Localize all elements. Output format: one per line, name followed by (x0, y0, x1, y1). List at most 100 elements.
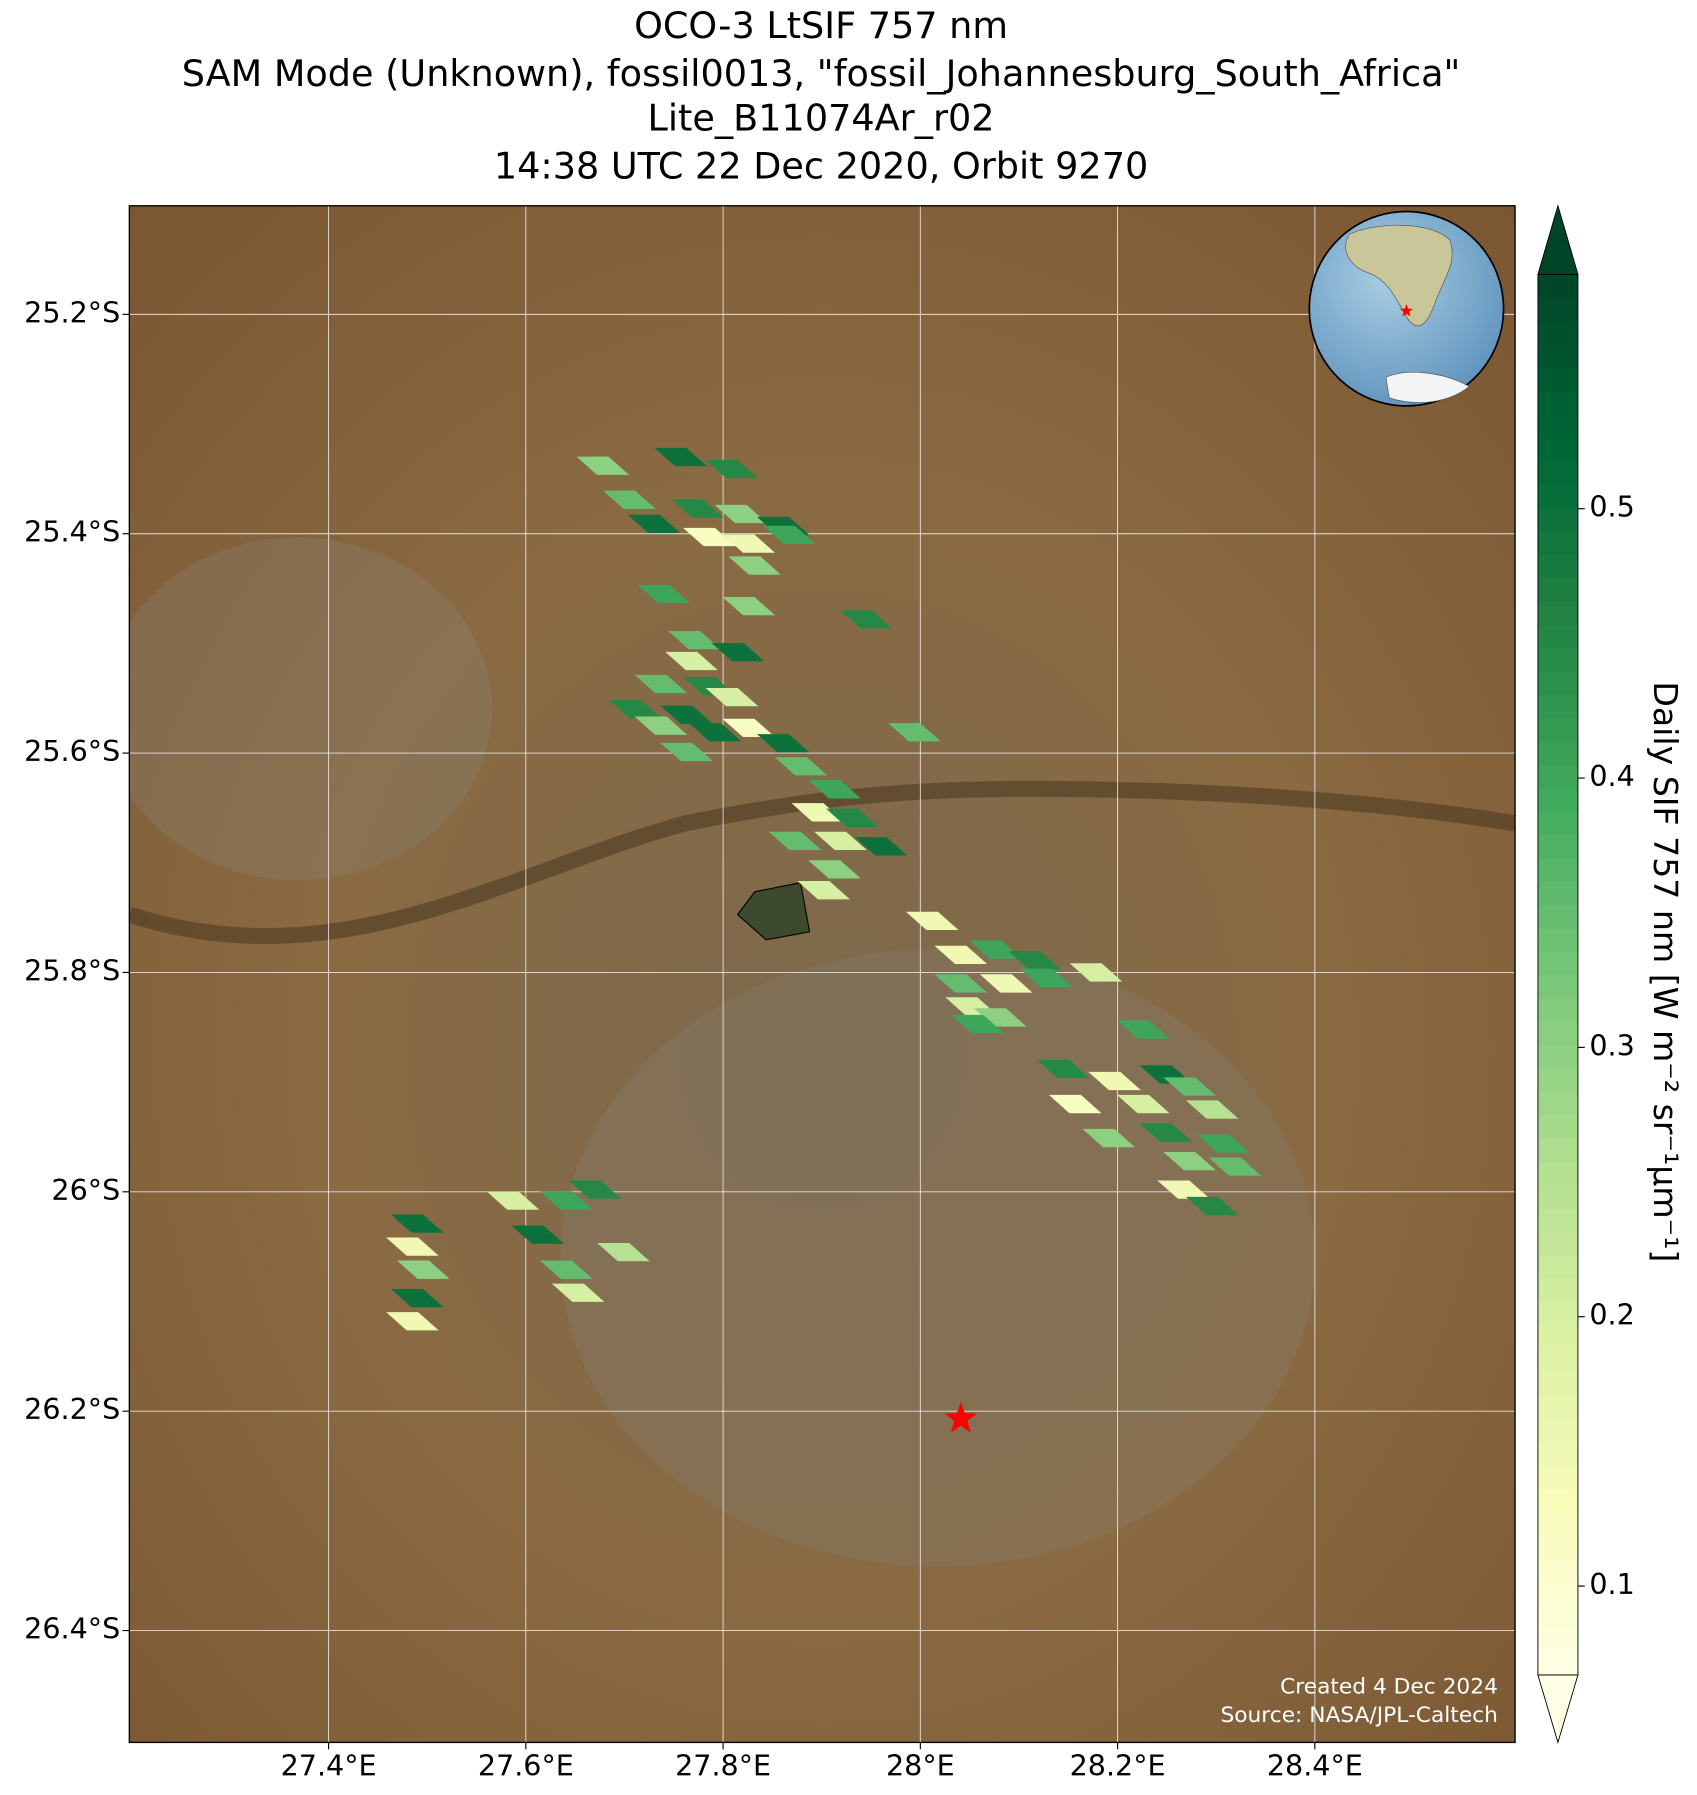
colorbar-segment (1537, 1300, 1578, 1326)
colorbar-segment (1537, 1394, 1578, 1419)
colorbar-segment (1537, 623, 1578, 649)
sif-footprint (1037, 1059, 1090, 1079)
colorbar-segment (1537, 670, 1578, 696)
sif-footprint (722, 718, 776, 738)
colorbar-segment (1537, 1581, 1578, 1606)
colorbar-extend-max (1537, 204, 1579, 275)
colorbar-segment (1537, 1277, 1578, 1303)
colorbar-segment (1537, 927, 1578, 952)
sif-footprint (603, 490, 656, 509)
sif-footprint (814, 831, 867, 850)
sif-footprint (660, 705, 713, 724)
colorbar-segment (1537, 1114, 1578, 1139)
colorbar-segment (1537, 950, 1578, 976)
sif-footprint (568, 1180, 622, 1199)
sif-footprint (1185, 1100, 1239, 1119)
colorbar-segment (1537, 1370, 1578, 1396)
colorbar-segment (1537, 1254, 1578, 1279)
sif-footprint (391, 1289, 444, 1308)
sif-footprint (668, 630, 721, 650)
sif-footprint (768, 831, 822, 850)
sif-footprint (934, 974, 988, 993)
sif-footprint (396, 1260, 450, 1279)
colorbar-segment (1537, 997, 1578, 1022)
colorbar-segment (1537, 1347, 1578, 1373)
sif-footprint (979, 974, 1033, 993)
sif-footprint (905, 911, 959, 931)
x-tick-label: 27.4°E (281, 1749, 377, 1783)
x-tick-label: 27.8°E (675, 1749, 771, 1783)
sif-footprint (808, 780, 861, 799)
sif-footprint (968, 940, 1022, 959)
colorbar-segment (1537, 413, 1578, 439)
sif-footprint (839, 610, 893, 629)
y-tick-label: 25.6°S (24, 734, 120, 768)
colorbar-segment (1537, 1324, 1578, 1349)
sif-footprint (1139, 1123, 1193, 1142)
sif-footprint (791, 803, 845, 822)
grid (129, 205, 1516, 1743)
colorbar-segment (1537, 647, 1578, 672)
sif-footprint (627, 514, 681, 534)
title-line: OCO-3 LtSIF 757 nm (634, 4, 1008, 47)
sif-footprint (1116, 1020, 1170, 1039)
sif-footprint (934, 945, 988, 965)
sif-footprint (714, 504, 768, 524)
colorbar-tick-label: 0.2 (1589, 1298, 1634, 1332)
land (1345, 224, 1453, 327)
sif-footprint (973, 1008, 1027, 1027)
sif-footprint (665, 651, 718, 671)
sif-footprint (1048, 1094, 1102, 1114)
sif-footprint (386, 1312, 439, 1331)
sif-footprint (808, 860, 861, 879)
sif-footprint (888, 723, 941, 742)
colorbar-frame (1537, 273, 1579, 1676)
colorbar-label: Daily SIF 757 nm [W m⁻² sr⁻¹µm⁻¹] (1646, 681, 1685, 1262)
colorbar-segment (1537, 1464, 1578, 1489)
sif-footprint (711, 643, 765, 662)
y-tick-label: 25.2°S (24, 295, 120, 329)
globe-site-marker (1399, 304, 1413, 317)
colorbar-segment (1537, 1627, 1578, 1653)
colorbar-segment (1537, 1184, 1578, 1209)
colorbar-extend-min (1537, 1674, 1579, 1745)
y-tick-label: 26.2°S (24, 1392, 120, 1426)
x-tick-label: 27.6°E (478, 1749, 574, 1783)
colorbar-segment (1537, 834, 1578, 859)
sif-footprint (774, 757, 828, 776)
colorbar-segment (1537, 600, 1578, 626)
x-tick-label: 28°E (886, 1749, 955, 1783)
terrain (129, 205, 1516, 1743)
y-tick-label: 26.4°S (24, 1612, 120, 1646)
sif-footprint (705, 688, 759, 707)
sif-footprint (1069, 963, 1123, 982)
sif-footprint (539, 1260, 593, 1279)
sif-footprint (660, 742, 713, 762)
colorbar-tick-label: 0.1 (1589, 1567, 1634, 1601)
sif-footprint (386, 1237, 439, 1256)
colorbar-segment (1537, 367, 1578, 392)
sif-footprint (511, 1225, 564, 1244)
sif-footprint (1088, 1071, 1141, 1091)
colorbar-tick-label: 0.4 (1589, 759, 1634, 793)
colorbar-segment (1537, 577, 1578, 602)
colorbar-segment (1537, 764, 1578, 789)
colorbar-segment (1537, 880, 1578, 906)
sif-footprint (654, 447, 707, 467)
footprints (386, 447, 1262, 1331)
colorbar-segment (1537, 507, 1578, 532)
colorbar-segment (1537, 390, 1578, 416)
map-frame (128, 205, 1516, 1744)
sif-footprint (1163, 1077, 1216, 1096)
urban-area (129, 537, 492, 881)
colorbar-segment (1537, 1604, 1578, 1629)
colorbar-segment (1537, 343, 1578, 369)
colorbar: 0.1 0.2 0.3 0.4 0.5 (1537, 204, 1635, 1745)
sif-footprint (1116, 1094, 1170, 1114)
colorbar-segment (1537, 1534, 1578, 1559)
sif-footprint (609, 700, 662, 719)
colorbar-segment (1537, 460, 1578, 486)
urban-area (560, 948, 1315, 1567)
sif-footprint (756, 734, 810, 753)
